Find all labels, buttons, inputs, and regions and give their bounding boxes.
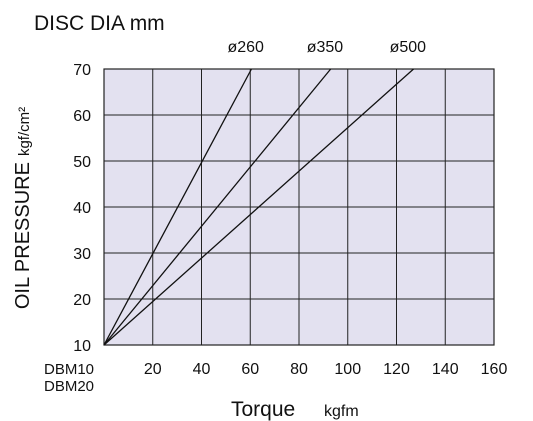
- y-tick-label-1: 20: [73, 292, 91, 309]
- x-axis-label: Torque: [231, 398, 295, 421]
- x-origin-label-2: DBM20: [44, 378, 94, 395]
- y-tick-label-4: 50: [73, 154, 91, 171]
- series-label-3: ø500: [390, 39, 427, 56]
- x-tick-label-6: 140: [432, 361, 459, 378]
- x-axis-unit: kgfm: [324, 403, 359, 420]
- series-line-3: [103, 68, 414, 346]
- x-origin-label-1: DBM10: [44, 361, 94, 378]
- series-line-1: [103, 68, 253, 346]
- y-tick-label-6: 70: [73, 62, 91, 79]
- y-axis-label-group: OIL PRESSURE kgf/cm²: [12, 107, 34, 309]
- series-labels: ø260 ø350 ø500: [227, 39, 426, 56]
- chart-title: DISC DIA mm: [34, 12, 165, 35]
- series-label-1: ø260: [227, 39, 264, 56]
- y-tick-label-2: 30: [73, 246, 91, 263]
- y-tick-label-3: 40: [73, 200, 91, 217]
- y-tick-labels: 10 20 30 40 50 60 70: [73, 62, 91, 355]
- x-tick-labels: 20 40 60 80 100 120 140 160: [144, 361, 508, 378]
- y-axis-unit: kgf/cm²: [16, 107, 33, 156]
- grid: [104, 68, 495, 346]
- x-tick-label-5: 120: [383, 361, 410, 378]
- x-tick-label-1: 40: [193, 361, 211, 378]
- y-tick-label-5: 60: [73, 108, 91, 125]
- series-line-2: [103, 68, 332, 346]
- y-tick-label-0: 10: [73, 338, 91, 355]
- y-axis-label: OIL PRESSURE: [12, 162, 34, 309]
- y-axis-label-text: OIL PRESSURE kgf/cm²: [12, 107, 34, 309]
- x-tick-label-3: 80: [290, 361, 308, 378]
- x-tick-label-4: 100: [334, 361, 361, 378]
- x-tick-label-0: 20: [144, 361, 162, 378]
- x-tick-label-7: 160: [481, 361, 508, 378]
- x-tick-label-2: 60: [241, 361, 259, 378]
- series-label-2: ø350: [307, 39, 344, 56]
- series-group: [103, 68, 414, 346]
